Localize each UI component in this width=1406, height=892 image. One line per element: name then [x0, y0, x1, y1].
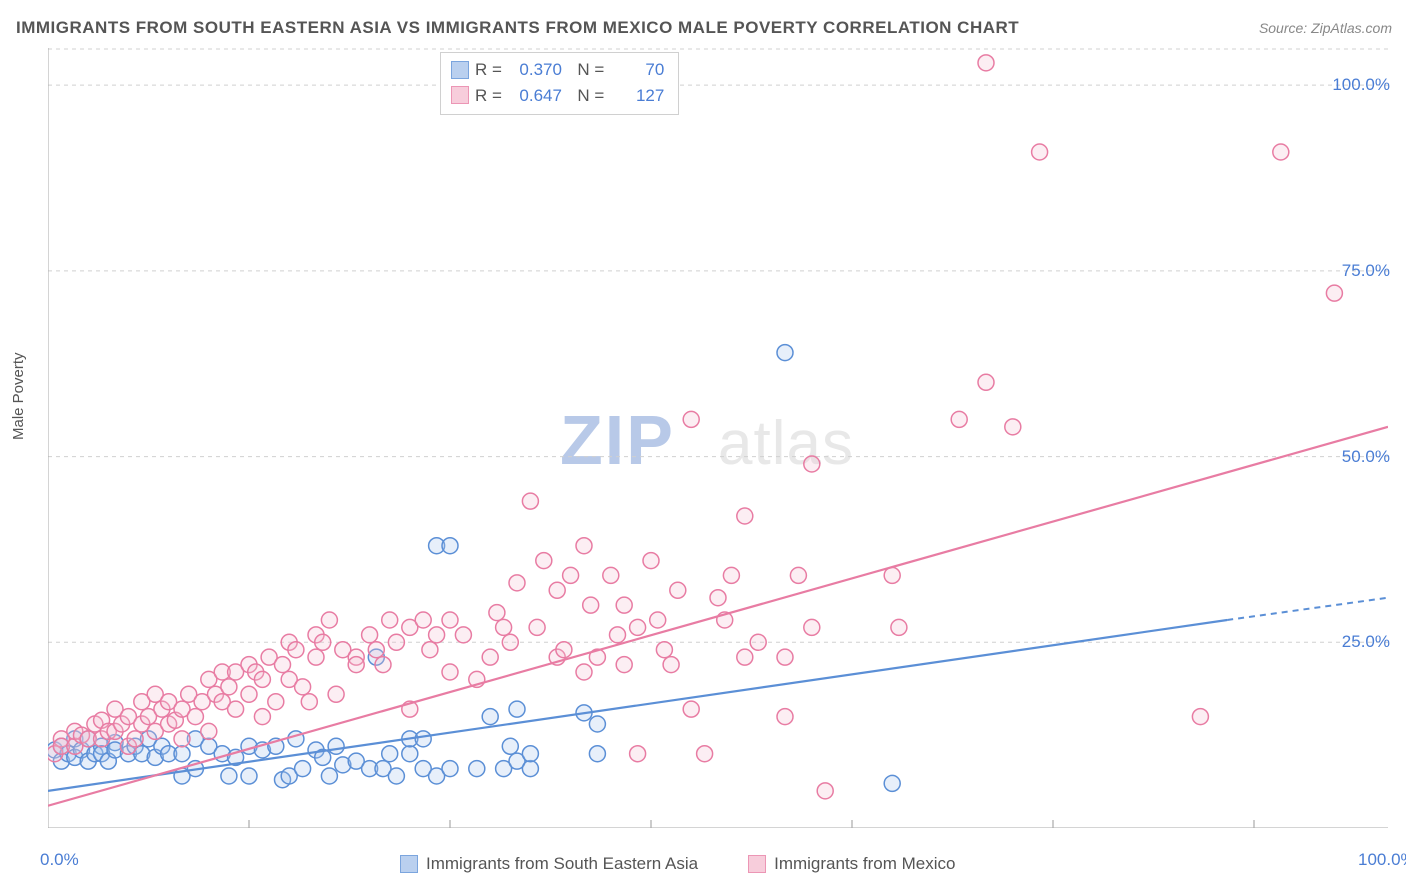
y-tick: 50.0%	[1342, 447, 1390, 467]
legend-item-a: Immigrants from South Eastern Asia	[400, 854, 698, 874]
swatch-series-b	[451, 86, 469, 104]
y-tick: 25.0%	[1342, 632, 1390, 652]
y-tick: 100.0%	[1332, 75, 1390, 95]
stat-r-value-a: 0.370	[508, 57, 562, 83]
chart-title: IMMIGRANTS FROM SOUTH EASTERN ASIA VS IM…	[16, 18, 1019, 38]
swatch-series-a	[451, 61, 469, 79]
stats-legend-box: R = 0.370 N = 70 R = 0.647 N = 127	[440, 52, 679, 115]
swatch-series-b	[748, 855, 766, 873]
source-text: Source: ZipAtlas.com	[1259, 20, 1392, 36]
x-tick: 0.0%	[40, 850, 79, 870]
legend-label-a: Immigrants from South Eastern Asia	[426, 854, 698, 874]
y-tick: 75.0%	[1342, 261, 1390, 281]
stats-row-series-b: R = 0.647 N = 127	[451, 83, 664, 109]
stats-row-series-a: R = 0.370 N = 70	[451, 57, 664, 83]
plot-area	[48, 48, 1388, 828]
y-axis-label: Male Poverty	[10, 352, 27, 440]
swatch-series-a	[400, 855, 418, 873]
stat-n-label: N =	[568, 57, 604, 83]
x-tick: 100.0%	[1358, 850, 1406, 870]
stat-r-label: R =	[475, 83, 502, 109]
legend-label-b: Immigrants from Mexico	[774, 854, 955, 874]
stat-n-label: N =	[568, 83, 604, 109]
legend-item-b: Immigrants from Mexico	[748, 854, 955, 874]
stat-n-value-b: 127	[610, 83, 664, 109]
stat-r-label: R =	[475, 57, 502, 83]
x-axis-legend: Immigrants from South Eastern Asia Immig…	[400, 854, 955, 874]
stat-n-value-a: 70	[610, 57, 664, 83]
stat-r-value-b: 0.647	[508, 83, 562, 109]
scatter-svg	[48, 48, 1388, 828]
chart-container: { "title": "IMMIGRANTS FROM SOUTH EASTER…	[0, 0, 1406, 892]
